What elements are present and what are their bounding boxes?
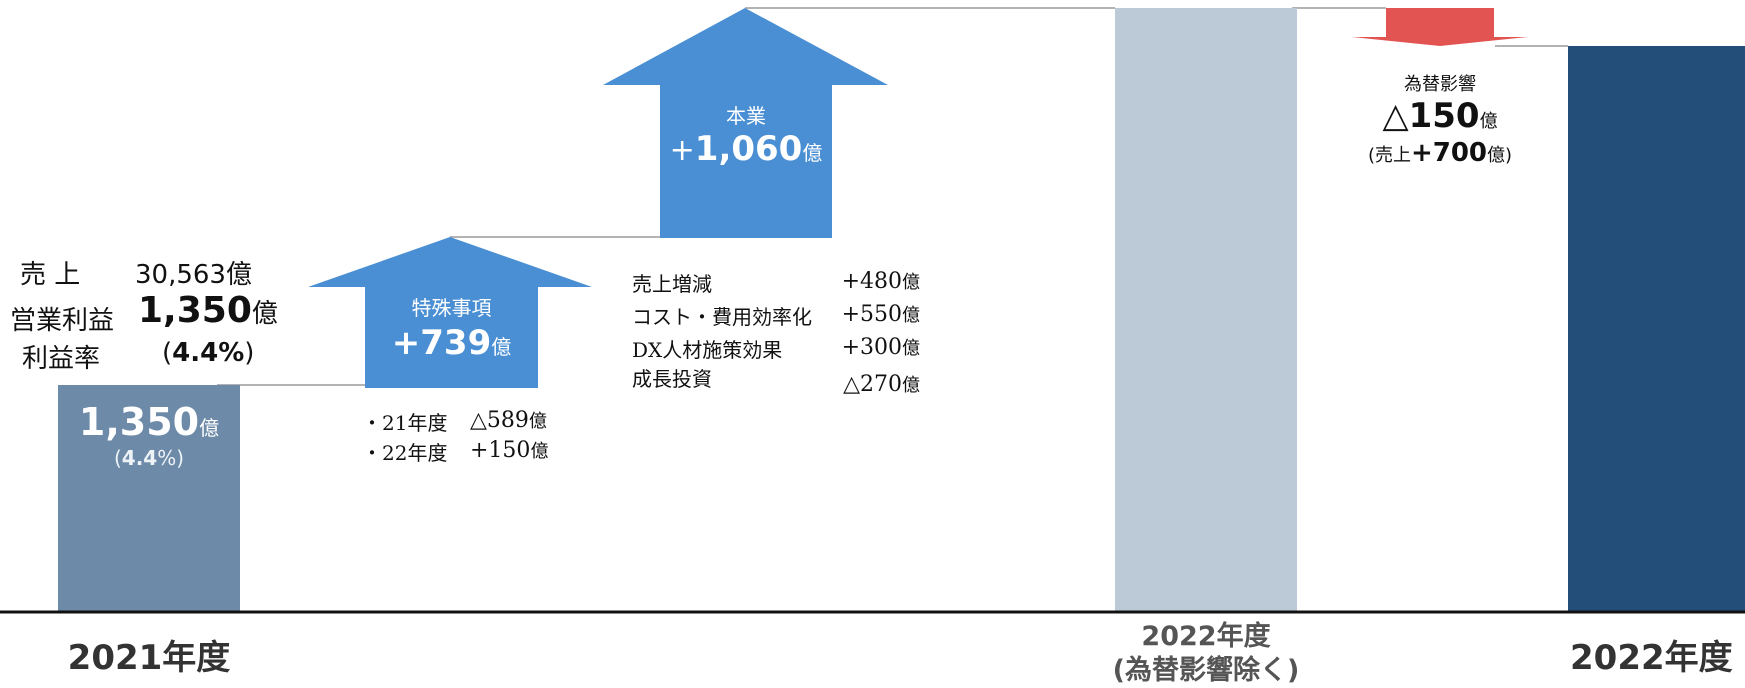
special-title: 特殊事項 bbox=[411, 296, 492, 320]
bar-2021-unit: 億 bbox=[199, 416, 220, 440]
bar-2022-ex-fx bbox=[1115, 8, 1297, 613]
special-item-unit: 億 bbox=[530, 441, 549, 462]
xlabel-2022-ex-fx-line1: 2022年度 bbox=[1141, 621, 1271, 652]
summary-op-unit: 億 bbox=[251, 299, 278, 329]
core-item-value: +480 bbox=[841, 269, 902, 294]
special-item-value: +150 bbox=[470, 438, 531, 463]
arrow-core bbox=[603, 8, 888, 238]
arrow-fx bbox=[1352, 8, 1528, 46]
fx-label: 為替影響 △150億 (売上+700億) bbox=[1325, 70, 1555, 168]
summary-margin-open: ( bbox=[162, 338, 173, 368]
core-item-label: コスト・費用効率化 bbox=[632, 305, 812, 329]
summary-sales-label: 売 上 bbox=[20, 260, 81, 290]
fx-value: △150 bbox=[1382, 96, 1480, 136]
fx-sub-value: +700 bbox=[1410, 138, 1488, 168]
bar-2021-pct-open: ( bbox=[113, 446, 122, 470]
core-item-value: △270 bbox=[843, 372, 902, 397]
core-item-unit: 億 bbox=[902, 272, 920, 293]
xlabel-2022-ex-fx: 2022年度 (為替影響除く) bbox=[1090, 620, 1322, 688]
special-item-unit: 億 bbox=[528, 411, 547, 432]
bar-2022 bbox=[1568, 46, 1745, 613]
xlabel-2022-ex-fx-line2: (為替影響除く) bbox=[1112, 655, 1300, 686]
bar-2021-label: 1,350億 (4.4%) bbox=[58, 400, 240, 470]
summary-margin-value: 4.4% bbox=[172, 338, 245, 368]
fx-sub-close: 億) bbox=[1487, 145, 1513, 166]
summary-sales-value: 30,563 bbox=[135, 260, 226, 290]
special-label: 特殊事項 +739億 bbox=[365, 292, 538, 363]
special-item-label: ・22年度 bbox=[362, 441, 448, 465]
summary-op-label: 営業利益 bbox=[10, 306, 115, 336]
core-item-label: DX人材施策効果 bbox=[632, 338, 783, 362]
core-unit: 億 bbox=[802, 141, 823, 165]
summary-2021: 売 上 30,563億 営業利益 1,350億 利益率 (4.4%) bbox=[10, 250, 300, 376]
core-value: 1,060 bbox=[694, 129, 803, 169]
special-value: +739 bbox=[391, 323, 492, 363]
xlabel-2021: 2021年度 bbox=[67, 638, 231, 678]
core-item-value: +550 bbox=[841, 302, 902, 327]
special-breakdown: ・21年度 △589億 ・22年度 +150億 bbox=[362, 407, 582, 467]
bar-2021 bbox=[58, 385, 240, 613]
summary-op-value: 1,350 bbox=[138, 290, 252, 331]
summary-margin-close: ) bbox=[244, 338, 255, 368]
bar-2021-pct-close: %) bbox=[157, 446, 185, 470]
summary-sales-unit: 億 bbox=[225, 260, 252, 290]
core-item-unit: 億 bbox=[902, 375, 920, 396]
core-item-label: 売上増減 bbox=[632, 272, 712, 296]
core-sign: + bbox=[669, 133, 695, 168]
fx-unit: 億 bbox=[1479, 111, 1498, 132]
special-item-value: △589 bbox=[470, 408, 529, 433]
fx-sub-open: (売上 bbox=[1367, 145, 1411, 166]
core-title: 本業 bbox=[726, 104, 766, 128]
core-item-unit: 億 bbox=[902, 305, 920, 326]
core-item-label: 成長投資 bbox=[632, 367, 712, 391]
fx-title: 為替影響 bbox=[1404, 74, 1476, 95]
core-item-unit: 億 bbox=[902, 338, 920, 359]
summary-margin-label: 利益率 bbox=[22, 344, 101, 374]
xlabel-2022: 2022年度 bbox=[1570, 638, 1733, 678]
special-unit: 億 bbox=[491, 335, 512, 359]
arrow-special bbox=[308, 237, 592, 388]
bar-2021-pct-value: 4.4 bbox=[121, 446, 158, 470]
core-item-value: +300 bbox=[841, 335, 902, 360]
bar-2021-value: 1,350 bbox=[78, 400, 200, 444]
special-item-label: ・21年度 bbox=[362, 411, 448, 435]
core-breakdown: 売上増減 +480億 コスト・費用効率化 +550億 DX人材施策効果 +300… bbox=[632, 268, 932, 400]
core-label: 本業 +1,060億 bbox=[660, 100, 832, 169]
